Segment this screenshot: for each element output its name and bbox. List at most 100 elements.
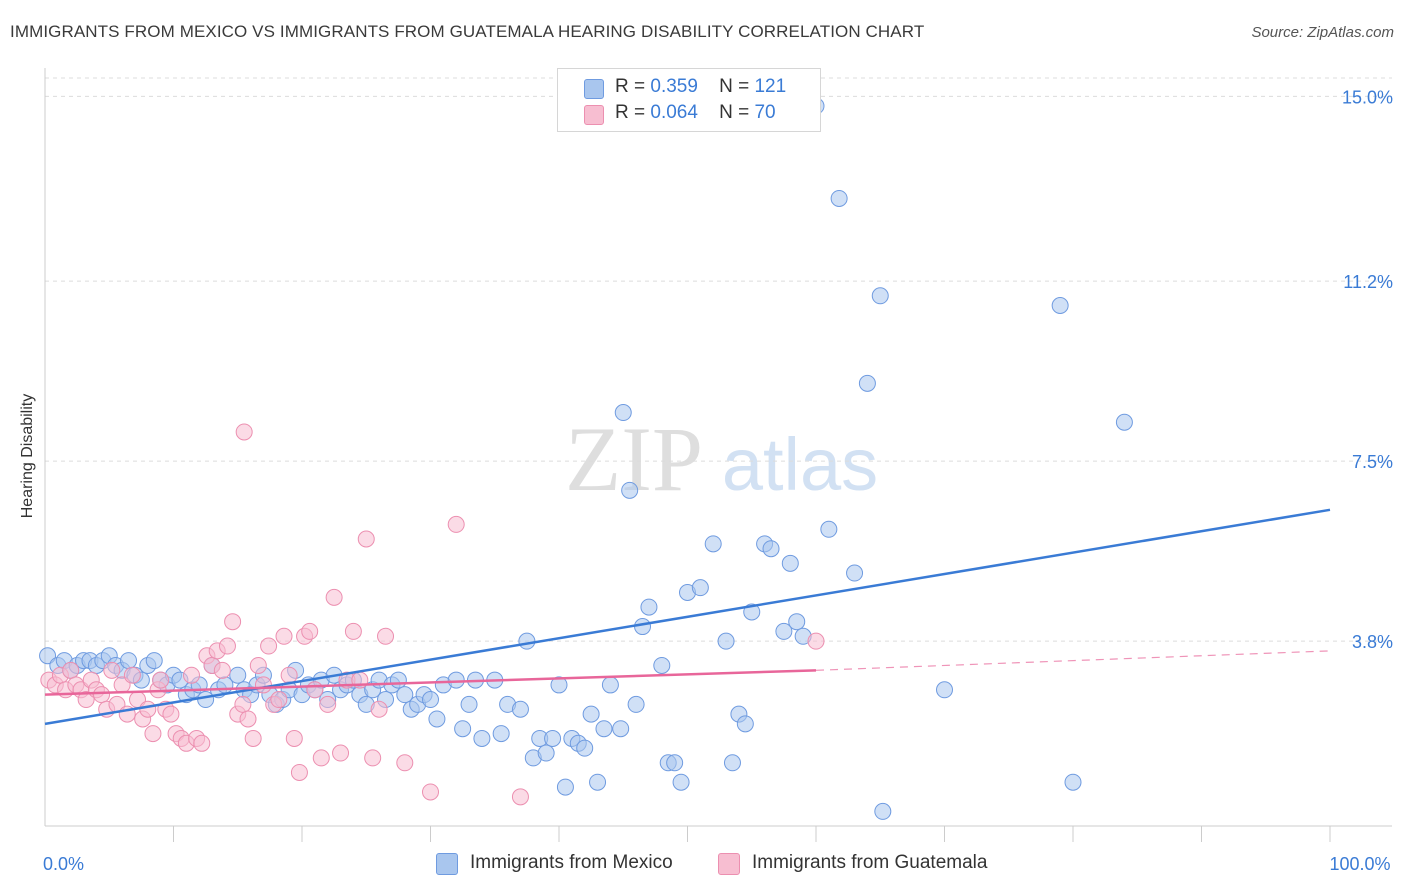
point-mexico [582, 705, 600, 723]
point-mexico [1064, 773, 1082, 791]
x-tick-label: 0.0% [43, 854, 84, 874]
series-label-guatemala: Immigrants from Guatemala [752, 852, 988, 873]
point-mexico [537, 744, 555, 762]
point-guatemala [344, 622, 362, 640]
point-guatemala [396, 754, 414, 772]
point-mexico [576, 739, 594, 757]
y-tick-label: 3.8% [1352, 632, 1393, 652]
point-mexico [936, 681, 953, 699]
point-guatemala [254, 676, 272, 694]
point-mexico [614, 404, 632, 422]
point-guatemala [218, 637, 236, 655]
x-tick-label: 100.0% [1329, 854, 1390, 874]
point-mexico [1051, 296, 1069, 314]
point-mexico [492, 725, 510, 743]
point-guatemala [332, 744, 350, 762]
point-guatemala [301, 622, 319, 640]
point-mexico [145, 652, 163, 670]
point-guatemala [139, 700, 157, 718]
legend-swatch-mexico [584, 79, 604, 99]
point-mexico [781, 554, 799, 572]
point-guatemala [93, 686, 111, 704]
point-mexico [627, 695, 645, 713]
point-guatemala [357, 530, 375, 548]
series-swatch-mexico [436, 853, 458, 875]
legend-n-value-mexico: 121 [754, 76, 787, 97]
point-mexico [691, 579, 709, 597]
legend-swatch-guatemala [584, 105, 604, 125]
point-mexico [544, 729, 562, 747]
point-guatemala [370, 700, 388, 718]
point-guatemala [244, 729, 262, 747]
point-guatemala [422, 783, 439, 801]
point-mexico [704, 535, 722, 553]
correlation-legend: R = 0.359 N = 121 R = 0.064 N = 70 [557, 68, 821, 132]
point-mexico [511, 700, 529, 718]
point-mexico [454, 720, 472, 738]
point-mexico [640, 598, 658, 616]
point-mexico [518, 632, 536, 650]
point-mexico [858, 374, 876, 392]
point-mexico [634, 618, 652, 636]
legend-r-label: R = [615, 76, 646, 97]
point-mexico [874, 802, 892, 820]
point-guatemala [213, 661, 231, 679]
point-guatemala [62, 661, 80, 679]
legend-r-label: R = [615, 102, 646, 123]
point-guatemala [234, 695, 252, 713]
point-mexico [595, 720, 613, 738]
point-mexico [550, 676, 568, 694]
source-label: Source: ZipAtlas.com [1251, 24, 1394, 41]
point-mexico [589, 773, 607, 791]
point-mexico [871, 287, 889, 305]
point-mexico [601, 676, 619, 694]
point-mexico [473, 729, 491, 747]
point-mexico [556, 778, 574, 796]
point-mexico [762, 540, 780, 558]
point-guatemala [235, 423, 253, 441]
legend-n-label: N = [719, 76, 750, 97]
point-guatemala [270, 691, 288, 709]
point-guatemala [364, 749, 382, 767]
legend-n-label: N = [719, 102, 750, 123]
legend-n-value-guatemala: 70 [754, 102, 776, 123]
point-guatemala [249, 656, 267, 674]
point-guatemala [285, 729, 303, 747]
legend-r-value-guatemala: 0.064 [650, 102, 698, 123]
point-guatemala [807, 632, 825, 650]
point-guatemala [319, 695, 337, 713]
point-guatemala [239, 710, 257, 728]
point-mexico [830, 189, 848, 207]
point-guatemala [290, 763, 308, 781]
point-guatemala [275, 627, 293, 645]
point-guatemala [152, 671, 170, 689]
point-mexico [422, 691, 439, 709]
point-guatemala [377, 627, 395, 645]
point-guatemala [123, 666, 141, 684]
point-mexico [672, 773, 690, 791]
point-guatemala [306, 681, 324, 699]
point-mexico [428, 710, 446, 728]
point-mexico [788, 613, 806, 631]
point-mexico [621, 481, 639, 499]
point-mexico [717, 632, 735, 650]
point-mexico [120, 652, 138, 670]
point-mexico [775, 622, 793, 640]
watermark-atlas: atlas [722, 423, 878, 506]
legend-r-value-mexico: 0.359 [650, 76, 698, 97]
point-guatemala [182, 666, 200, 684]
point-guatemala [144, 725, 162, 743]
point-guatemala [511, 788, 529, 806]
point-guatemala [447, 515, 465, 533]
trend-line-guatemala [44, 669, 817, 696]
point-guatemala [77, 691, 95, 709]
point-mexico [1115, 413, 1133, 431]
y-tick-label: 7.5% [1352, 452, 1393, 472]
point-mexico [460, 695, 478, 713]
series-legend: Immigrants from Mexico Immigrants from G… [0, 852, 1406, 878]
point-guatemala [260, 637, 278, 655]
point-mexico [447, 671, 465, 689]
point-guatemala [280, 666, 298, 684]
point-mexico [846, 564, 864, 582]
